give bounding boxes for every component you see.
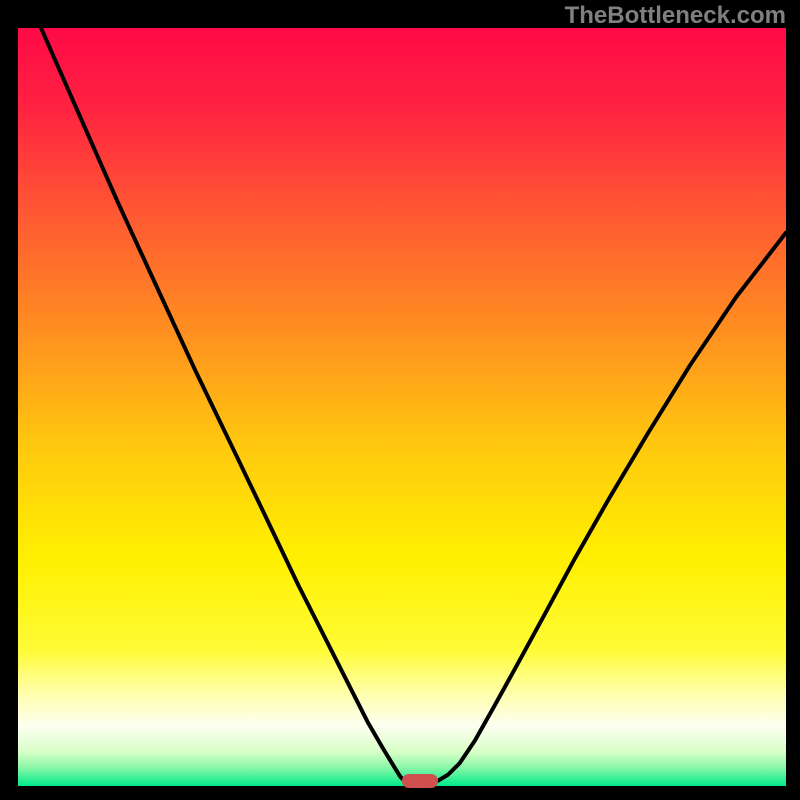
bottleneck-curve: [18, 28, 786, 786]
chart-frame: TheBottleneck.com: [0, 0, 800, 800]
plot-area: [18, 28, 786, 786]
optimal-marker: [402, 774, 438, 788]
watermark-text: TheBottleneck.com: [565, 2, 786, 30]
